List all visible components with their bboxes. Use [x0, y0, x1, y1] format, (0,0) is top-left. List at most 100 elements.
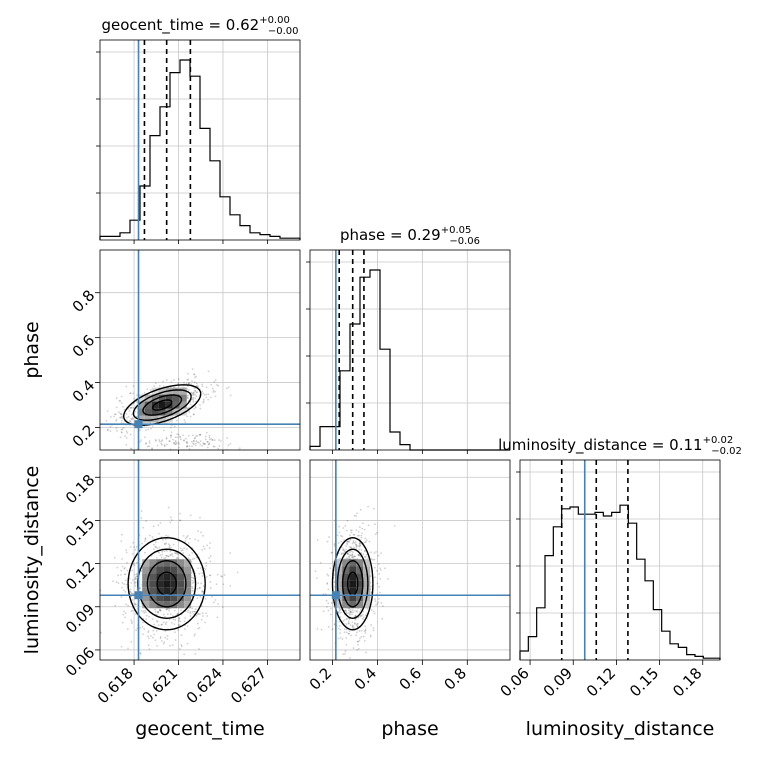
- sample-point: [192, 392, 195, 394]
- sample-point: [109, 415, 112, 418]
- sample-point: [375, 604, 377, 606]
- sample-point: [148, 445, 151, 448]
- sample-point: [364, 628, 367, 631]
- sample-point: [221, 606, 224, 608]
- sample-point: [206, 441, 209, 443]
- sample-point: [147, 635, 149, 638]
- sample-point: [177, 378, 180, 380]
- sample-point: [153, 623, 156, 626]
- sample-point: [357, 647, 360, 650]
- sample-point: [186, 445, 189, 447]
- sample-point: [139, 587, 142, 590]
- sample-point: [207, 370, 210, 373]
- sample-point: [107, 429, 109, 432]
- sample-point: [178, 446, 180, 449]
- sample-point: [210, 383, 213, 386]
- sample-point: [359, 544, 362, 547]
- sample-point: [192, 399, 195, 401]
- sample-point: [350, 611, 353, 614]
- sample-point: [177, 624, 180, 626]
- sample-point: [174, 443, 176, 446]
- density-cell: [156, 566, 164, 574]
- sample-point: [175, 557, 178, 560]
- sample-point: [351, 553, 354, 556]
- sample-point: [379, 577, 382, 580]
- sample-point: [163, 557, 165, 560]
- sample-point: [157, 611, 160, 614]
- sample-point: [238, 447, 241, 449]
- sample-point: [194, 444, 197, 447]
- sample-point: [154, 541, 157, 544]
- sample-point: [188, 382, 190, 385]
- sample-point: [145, 614, 148, 617]
- sample-point: [198, 587, 201, 589]
- x-tick-label: 0.06: [497, 664, 533, 700]
- sample-point: [344, 550, 346, 553]
- sample-point: [178, 519, 181, 522]
- sample-point: [130, 448, 133, 450]
- sample-point: [195, 391, 198, 394]
- sample-point: [167, 555, 170, 558]
- sample-point: [121, 416, 124, 418]
- sample-point: [380, 552, 382, 555]
- sample-point: [129, 392, 132, 395]
- sample-point: [129, 447, 132, 450]
- sample-point: [357, 553, 360, 556]
- sample-point: [338, 608, 341, 611]
- panel-frame: [99, 39, 301, 241]
- sample-point: [204, 443, 207, 446]
- density-cell: [163, 594, 171, 602]
- sample-point: [362, 665, 364, 667]
- sample-point: [345, 637, 348, 639]
- sample-point: [105, 419, 108, 422]
- sample-point: [326, 573, 329, 576]
- sample-point: [199, 595, 202, 598]
- sample-point: [356, 625, 359, 628]
- sample-point: [199, 443, 202, 446]
- sample-point: [176, 612, 179, 615]
- sample-point: [156, 619, 158, 622]
- sample-point: [120, 395, 123, 398]
- sample-point: [139, 627, 142, 629]
- density-cell: [184, 580, 192, 588]
- sample-point: [371, 558, 374, 561]
- sample-point: [358, 611, 361, 613]
- sample-point: [171, 615, 174, 617]
- sample-point: [365, 539, 368, 542]
- sample-point: [92, 422, 94, 424]
- sample-point: [345, 628, 348, 631]
- sample-point: [348, 612, 351, 615]
- sample-point: [350, 546, 352, 549]
- sample-point: [340, 540, 343, 543]
- sample-point: [374, 576, 376, 579]
- sample-point: [339, 637, 342, 639]
- sample-point: [112, 580, 114, 583]
- sample-point: [185, 382, 188, 385]
- panel-frame: [99, 249, 301, 451]
- sample-point: [160, 624, 163, 626]
- density-cell: [149, 559, 157, 567]
- sample-point: [344, 650, 347, 652]
- sample-point: [158, 385, 161, 387]
- sample-point: [202, 442, 205, 445]
- sample-point: [191, 587, 194, 590]
- sample-point: [121, 431, 123, 434]
- sample-point: [374, 533, 377, 536]
- density-cell: [177, 587, 185, 595]
- density-cell: [149, 573, 157, 581]
- sample-point: [202, 545, 205, 548]
- x-tick-label: 0.15: [626, 664, 662, 700]
- sample-point: [127, 604, 130, 607]
- sample-point: [202, 534, 204, 537]
- sample-point: [122, 405, 125, 408]
- sample-point: [199, 586, 201, 589]
- sample-point: [201, 383, 204, 386]
- sample-point: [133, 564, 136, 567]
- sample-point: [205, 576, 208, 578]
- sample-point: [189, 615, 192, 617]
- sample-point: [194, 633, 196, 635]
- density-cell: [363, 587, 371, 595]
- sample-point: [351, 556, 353, 559]
- sample-point: [131, 569, 134, 572]
- sample-point: [373, 552, 376, 555]
